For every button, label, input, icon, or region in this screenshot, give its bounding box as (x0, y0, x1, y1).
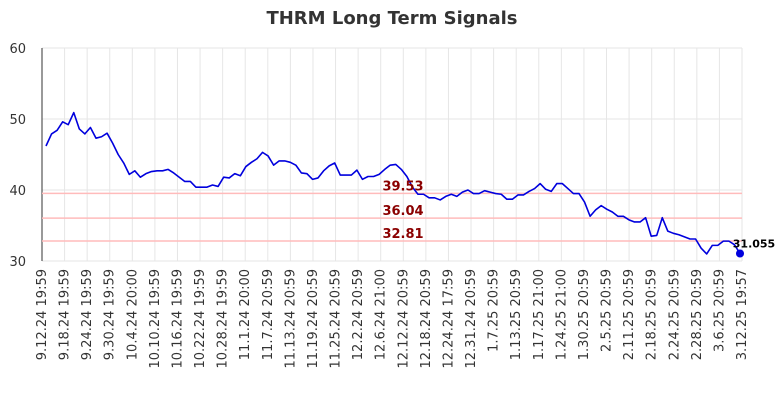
x-tick-label: 12.2.24 20:59 (351, 269, 366, 360)
x-tick-label: 1.24.25 21:00 (554, 269, 569, 360)
x-tick-label: 1.17.25 21:00 (532, 269, 547, 360)
x-tick-label: 12.31.24 20:59 (464, 269, 479, 369)
x-tick-label: 12.24.24 17:59 (441, 269, 456, 369)
x-tick-label: 2.24.25 20:59 (667, 269, 682, 360)
last-value-label: 31.055 (733, 238, 775, 251)
x-tick-label: 1.13.25 20:59 (509, 269, 524, 360)
x-tick-label: 11.7.24 20:59 (261, 269, 276, 360)
level-label: 39.53 (382, 179, 423, 194)
x-tick-label: 3.12.25 19:57 (735, 269, 750, 360)
level-label: 36.04 (382, 204, 423, 219)
x-tick-label: 10.10.24 19:59 (148, 269, 163, 369)
x-tick-label: 10.22.24 19:59 (193, 269, 208, 369)
x-tick-label: 1.30.25 20:59 (577, 269, 592, 360)
y-tick-label: 40 (9, 184, 26, 199)
x-tick-label: 12.18.24 20:59 (419, 269, 434, 369)
x-tick-label: 10.16.24 19:59 (170, 269, 185, 369)
y-tick-label: 50 (9, 113, 26, 128)
x-tick-label: 3.6.25 20:59 (712, 269, 727, 352)
x-tick-label: 11.25.24 20:59 (329, 269, 344, 369)
x-tick-label: 9.24.24 19:59 (80, 269, 95, 360)
x-tick-label: 11.13.24 20:59 (283, 269, 298, 369)
x-tick-label: 9.30.24 19:59 (103, 269, 118, 360)
chart-title: THRM Long Term Signals (266, 8, 518, 29)
x-tick-label: 11.1.24 20:00 (238, 269, 253, 360)
level-label: 32.81 (382, 227, 423, 242)
x-tick-label: 9.12.24 19:59 (35, 269, 50, 360)
x-tick-label: 10.4.24 20:00 (125, 269, 140, 360)
x-tick-label: 2.11.25 20:59 (622, 269, 637, 360)
x-tick-label: 1.7.25 20:59 (487, 269, 502, 352)
x-tick-label: 9.18.24 19:59 (58, 269, 73, 360)
y-tick-label: 30 (9, 255, 26, 270)
last-value-point (736, 249, 744, 258)
x-tick-label: 10.28.24 19:59 (216, 269, 231, 369)
x-tick-label: 11.19.24 20:59 (306, 269, 321, 369)
price-series-line (45, 111, 741, 255)
x-tick-label: 12.12.24 20:59 (396, 269, 411, 369)
x-tick-label: 2.5.25 20:59 (600, 269, 615, 352)
x-tick-label: 2.28.25 20:59 (690, 269, 705, 360)
x-tick-label: 12.6.24 21:00 (374, 269, 389, 360)
x-tick-label: 2.18.25 20:59 (645, 269, 660, 360)
y-tick-label: 60 (9, 42, 26, 57)
